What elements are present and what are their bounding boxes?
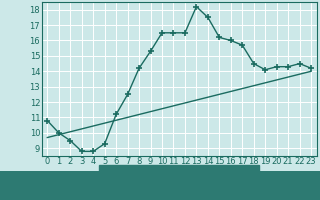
X-axis label: Humidex (Indice chaleur): Humidex (Indice chaleur) bbox=[105, 171, 253, 181]
